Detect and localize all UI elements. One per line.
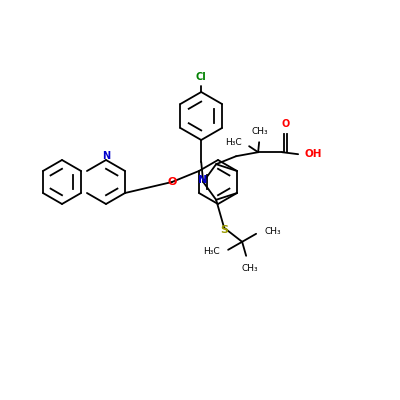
- Text: N: N: [102, 151, 110, 161]
- Text: OH: OH: [304, 149, 322, 159]
- Text: CH₃: CH₃: [252, 127, 268, 136]
- Text: O: O: [281, 119, 289, 129]
- Text: H₃C: H₃C: [204, 247, 220, 256]
- Text: N: N: [198, 175, 207, 185]
- Text: S: S: [220, 225, 228, 235]
- Text: CH₃: CH₃: [264, 227, 281, 236]
- Text: Cl: Cl: [196, 72, 206, 82]
- Text: CH₃: CH₃: [242, 264, 258, 273]
- Text: H₃C: H₃C: [226, 138, 242, 147]
- Text: O: O: [167, 177, 177, 187]
